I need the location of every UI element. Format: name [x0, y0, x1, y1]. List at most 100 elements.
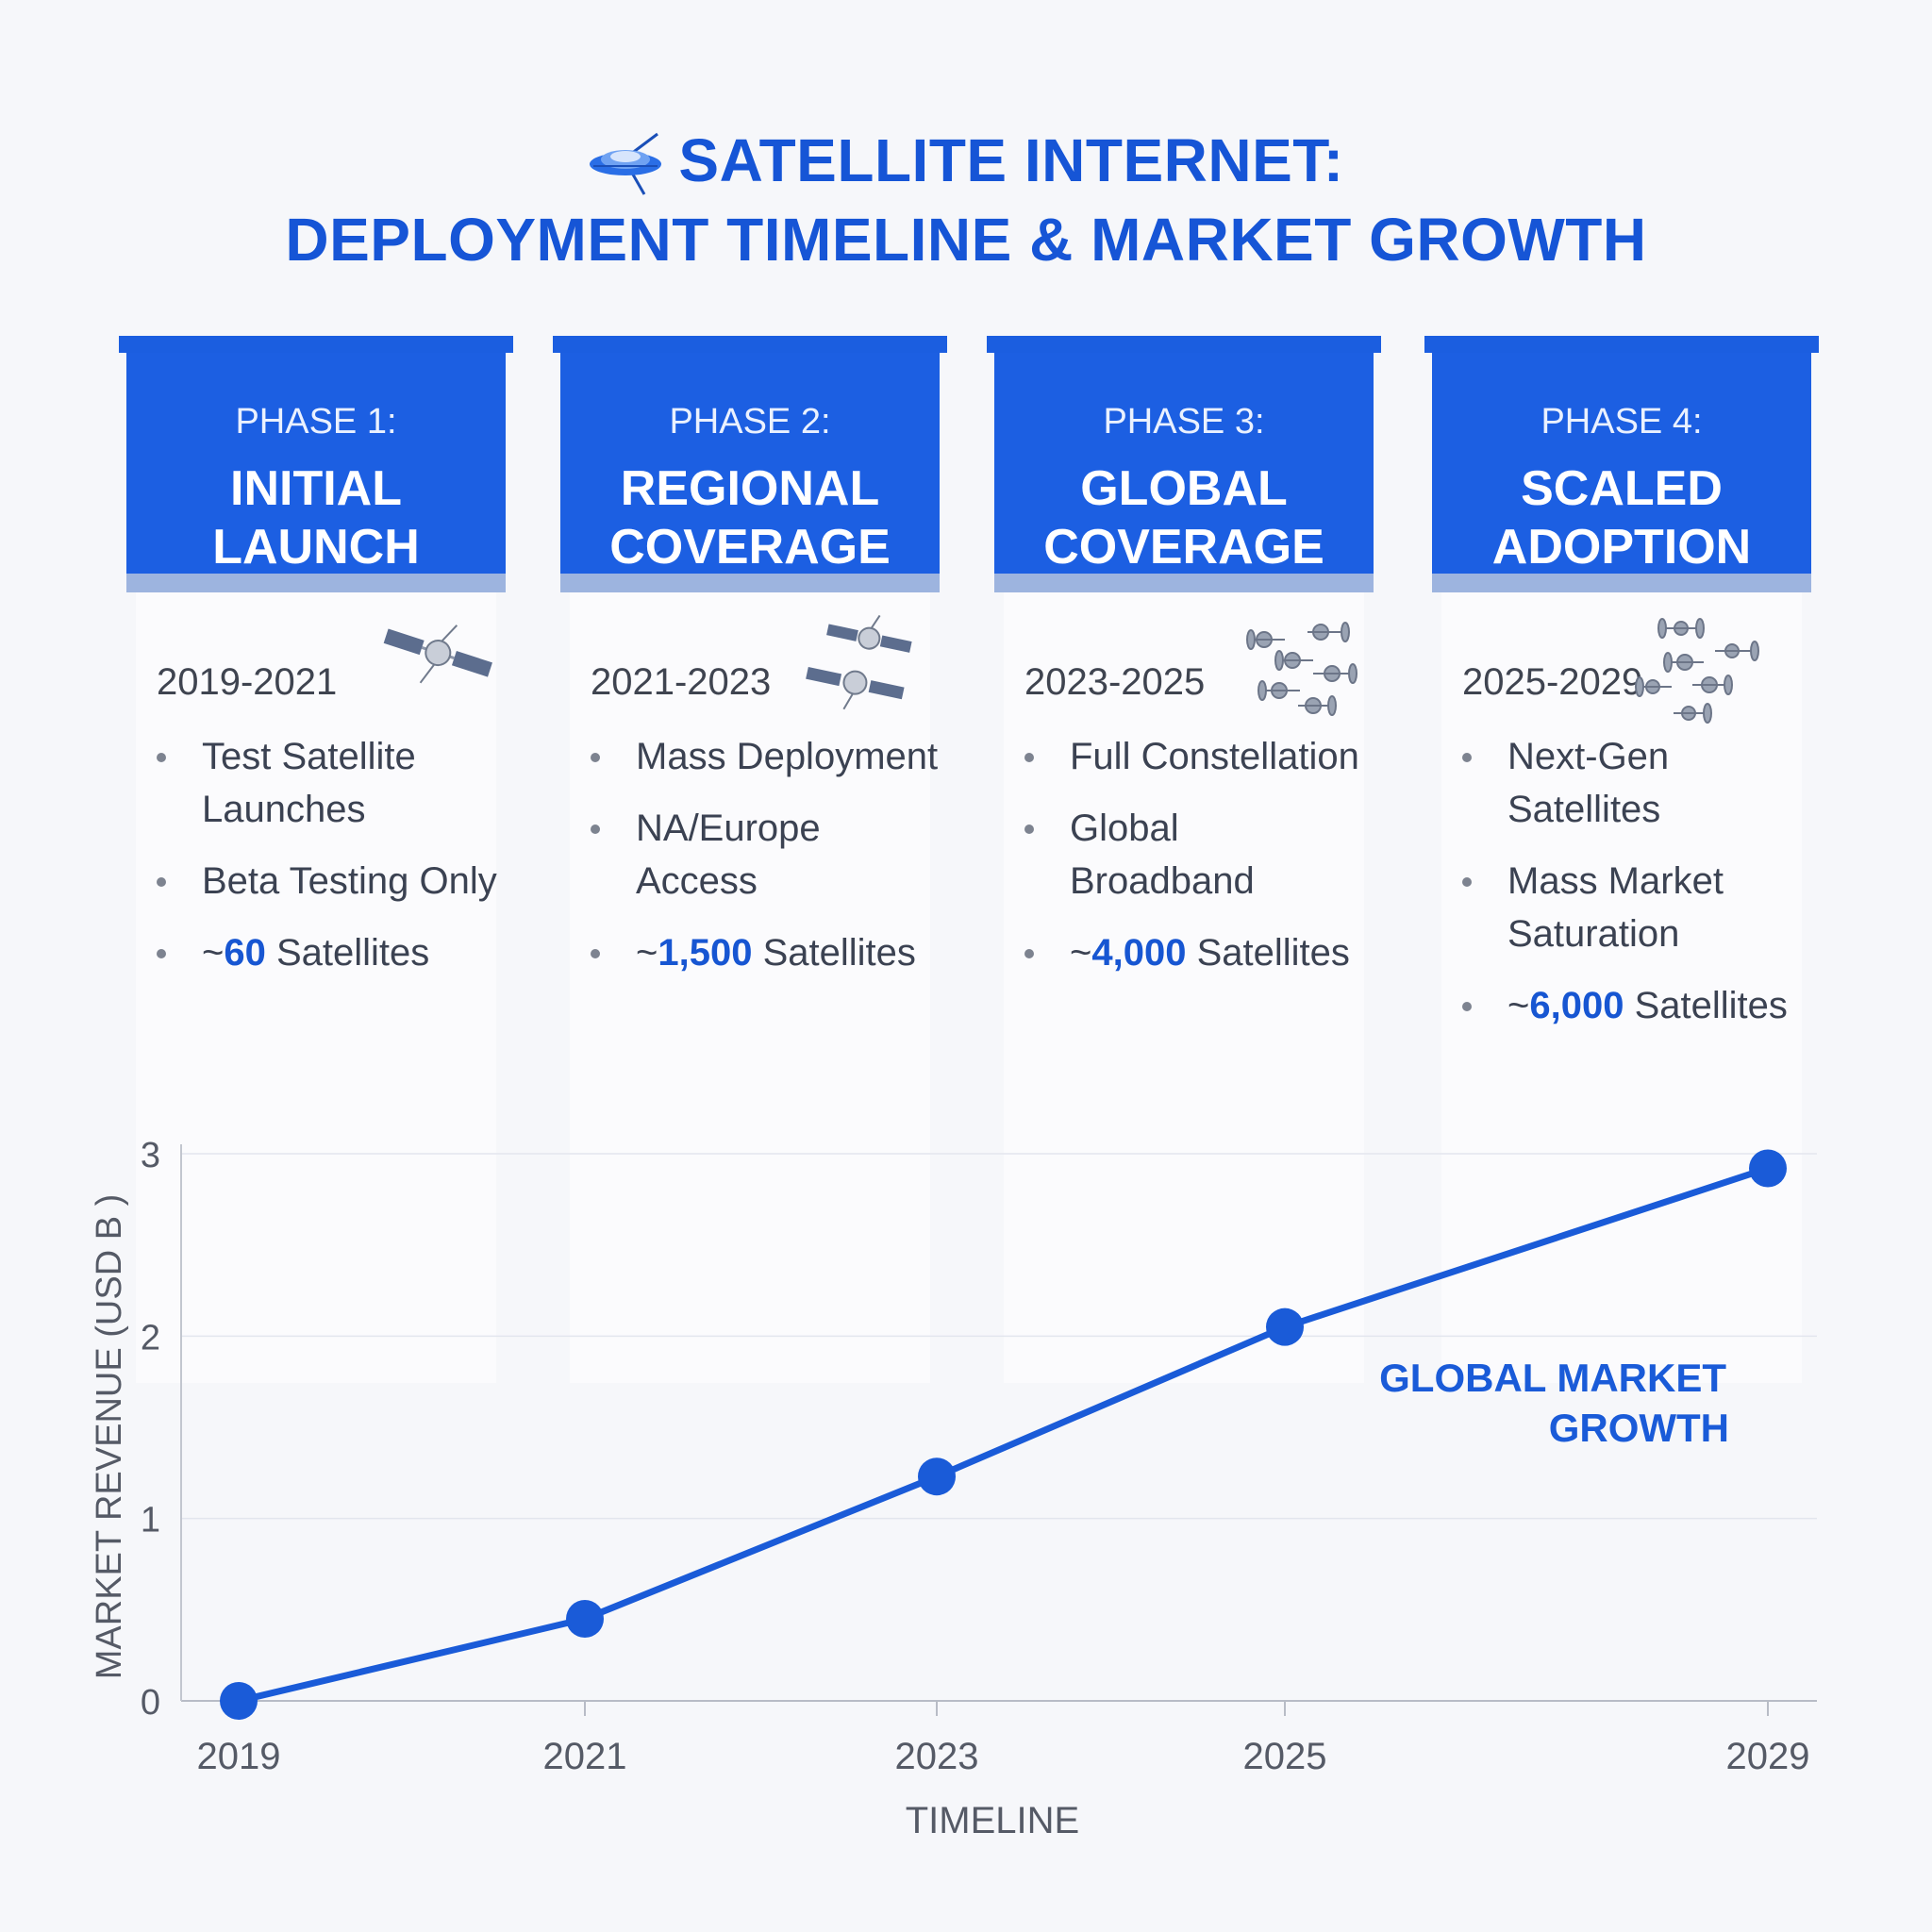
phase-number: PHASE 1: [235, 402, 397, 441]
phase-bullet: Beta Testing Only [147, 855, 506, 908]
phase-name-line-2: ADOPTION [1491, 520, 1752, 575]
y-axis-title: MARKET REVENUE (USD B ) [90, 1194, 129, 1679]
phase-years: 2021-2023 [591, 661, 772, 703]
phase-name-line-1: SCALED [1521, 461, 1723, 516]
phase-years: 2023-2025 [1024, 661, 1206, 703]
data-point [220, 1682, 258, 1720]
satellite-cluster-icon [1241, 611, 1364, 729]
phase-name-line-1: INITIAL [230, 461, 402, 516]
bullet-dot [591, 753, 600, 762]
series-line [235, 1164, 1772, 1705]
phase-name: REGIONAL COVERAGE [560, 459, 940, 576]
phase-name: INITIAL LAUNCH [126, 459, 506, 576]
phase-years: 2025-2029 [1462, 661, 1643, 703]
bullet-suffix: Satellites [752, 932, 916, 974]
phase-bullet: Test Satellite Launches [147, 730, 506, 836]
bullet-dot [1462, 877, 1472, 887]
x-tick-label: 2023 [895, 1736, 979, 1777]
phase-card: PHASE 2: REGIONAL COVERAGE 2021-2023 Mass De… [553, 336, 947, 1383]
phase-number: PHASE 2: [669, 402, 831, 441]
phase-bullet-list: Mass Deployment NA/Europe Access ~1,500 Sa… [581, 730, 940, 998]
phase-header: PHASE 2: REGIONAL COVERAGE [553, 336, 947, 592]
x-tick-label: 2021 [543, 1736, 627, 1777]
y-tick-label: 1 [141, 1501, 160, 1541]
data-point [918, 1457, 956, 1496]
bullet-dot [157, 877, 166, 887]
phase-name: GLOBAL COVERAGE [994, 459, 1374, 576]
phase-card-background [1441, 591, 1802, 1383]
phase-header-shadow [126, 574, 506, 592]
bullet-text: Mass Deployment [636, 736, 939, 777]
phase-bullet: Next-Gen Satellites [1453, 730, 1811, 836]
phase-card: PHASE 3: GLOBAL COVERAGE 2023-2025 Full Cons… [987, 336, 1381, 1383]
phase-bullet: ~1,500 Satellites [581, 926, 940, 979]
bullet-text: Next-Gen Satellites [1507, 736, 1670, 830]
phase-bullet: ~4,000 Satellites [1015, 926, 1374, 979]
phase-name-line-1: REGIONAL [620, 461, 880, 516]
phase-bullet-list: Full Constellation Global Broadband ~4,000… [1015, 730, 1374, 998]
bullet-dot [1462, 753, 1472, 762]
y-tick-label: 2 [141, 1318, 160, 1357]
title-line-1: SATELLITE INTERNET: [0, 123, 1932, 202]
bullet-dot [591, 824, 600, 834]
bullet-suffix: Satellites [265, 932, 430, 974]
bullet-text: Test Satellite Launches [202, 736, 416, 830]
phase-bullet-list: Next-Gen Satellites Mass Market Saturatio… [1453, 730, 1811, 1051]
phase-header-cap [119, 336, 513, 353]
y-tick-label: 0 [141, 1683, 160, 1723]
bullet-text: Mass Market Saturation [1507, 860, 1724, 955]
phase-header: PHASE 1: INITIAL LAUNCH [119, 336, 513, 592]
phase-header-body: PHASE 2: REGIONAL COVERAGE [560, 353, 940, 576]
phase-bullet: Full Constellation [1015, 730, 1374, 783]
bullet-suffix: Satellites [1624, 985, 1788, 1026]
satellite-swarm-icon [1634, 611, 1766, 739]
bullet-prefix: ~ [636, 932, 658, 974]
phase-card: PHASE 1: INITIAL LAUNCH 2019-2021 Test Satel… [119, 336, 513, 1383]
market-growth-chart: 0 1 2 3 2019 2021 2023 2025 2029 TIMELINE MARKET R… [90, 1136, 1817, 1841]
phase-bullet: NA/Europe Access [581, 802, 940, 908]
bullet-text: Global Broadband [1070, 808, 1255, 902]
satellite-count: 1,500 [658, 932, 753, 974]
phase-header-cap [987, 336, 1381, 353]
x-tick-label: 2029 [1726, 1736, 1810, 1777]
bullet-dot [591, 949, 600, 958]
bullet-dot [157, 949, 166, 958]
phase-number: PHASE 3: [1103, 402, 1265, 441]
bullet-text: NA/Europe Access [636, 808, 821, 902]
title-block: SATELLITE INTERNET: DEPLOYMENT TIMELINE … [0, 123, 1932, 277]
bullet-dot [1462, 1002, 1472, 1011]
title-line-1-text: SATELLITE INTERNET: [678, 126, 1344, 194]
title-line-2: DEPLOYMENT TIMELINE & MARKET GROWTH [285, 206, 1647, 275]
phase-name-line-2: COVERAGE [1043, 520, 1324, 575]
phase-years: 2019-2021 [157, 661, 338, 703]
single-satellite-icon [381, 611, 494, 701]
annotation-line-2: GROWTH [1549, 1406, 1729, 1450]
phase-card-background [570, 591, 930, 1383]
annotation-line-1: GLOBAL MARKET [1379, 1356, 1726, 1400]
phase-name-line-2: COVERAGE [609, 520, 891, 575]
phase-number: PHASE 4: [1541, 402, 1703, 441]
phase-name: SCALED ADOPTION [1432, 459, 1811, 576]
phase-header-body: PHASE 3: GLOBAL COVERAGE [994, 353, 1374, 576]
bullet-prefix: ~ [1507, 985, 1530, 1026]
two-satellites-icon [800, 611, 923, 720]
satellite-count: 6,000 [1529, 985, 1624, 1026]
satellite-count: 60 [224, 932, 266, 974]
bullet-prefix: ~ [1070, 932, 1092, 974]
x-tick-label: 2019 [197, 1736, 281, 1777]
phase-header-body: PHASE 4: SCALED ADOPTION [1432, 353, 1811, 576]
data-point [566, 1600, 604, 1638]
satellite-logo-icon [588, 128, 665, 202]
bullet-suffix: Satellites [1186, 932, 1350, 974]
phase-card: PHASE 4: SCALED ADOPTION 2025-2029 Next-Gen … [1424, 336, 1819, 1383]
phase-header-cap [1424, 336, 1819, 353]
y-tick-label: 3 [141, 1136, 160, 1175]
phase-bullet: Mass Deployment [581, 730, 940, 783]
phase-bullet: Global Broadband [1015, 802, 1374, 908]
satellite-count: 4,000 [1091, 932, 1187, 974]
bullet-dot [1024, 949, 1034, 958]
bullet-prefix: ~ [202, 932, 225, 974]
phase-bullet: ~60 Satellites [147, 926, 506, 979]
bullet-dot [1024, 824, 1034, 834]
bullet-text: Full Constellation [1070, 736, 1359, 777]
